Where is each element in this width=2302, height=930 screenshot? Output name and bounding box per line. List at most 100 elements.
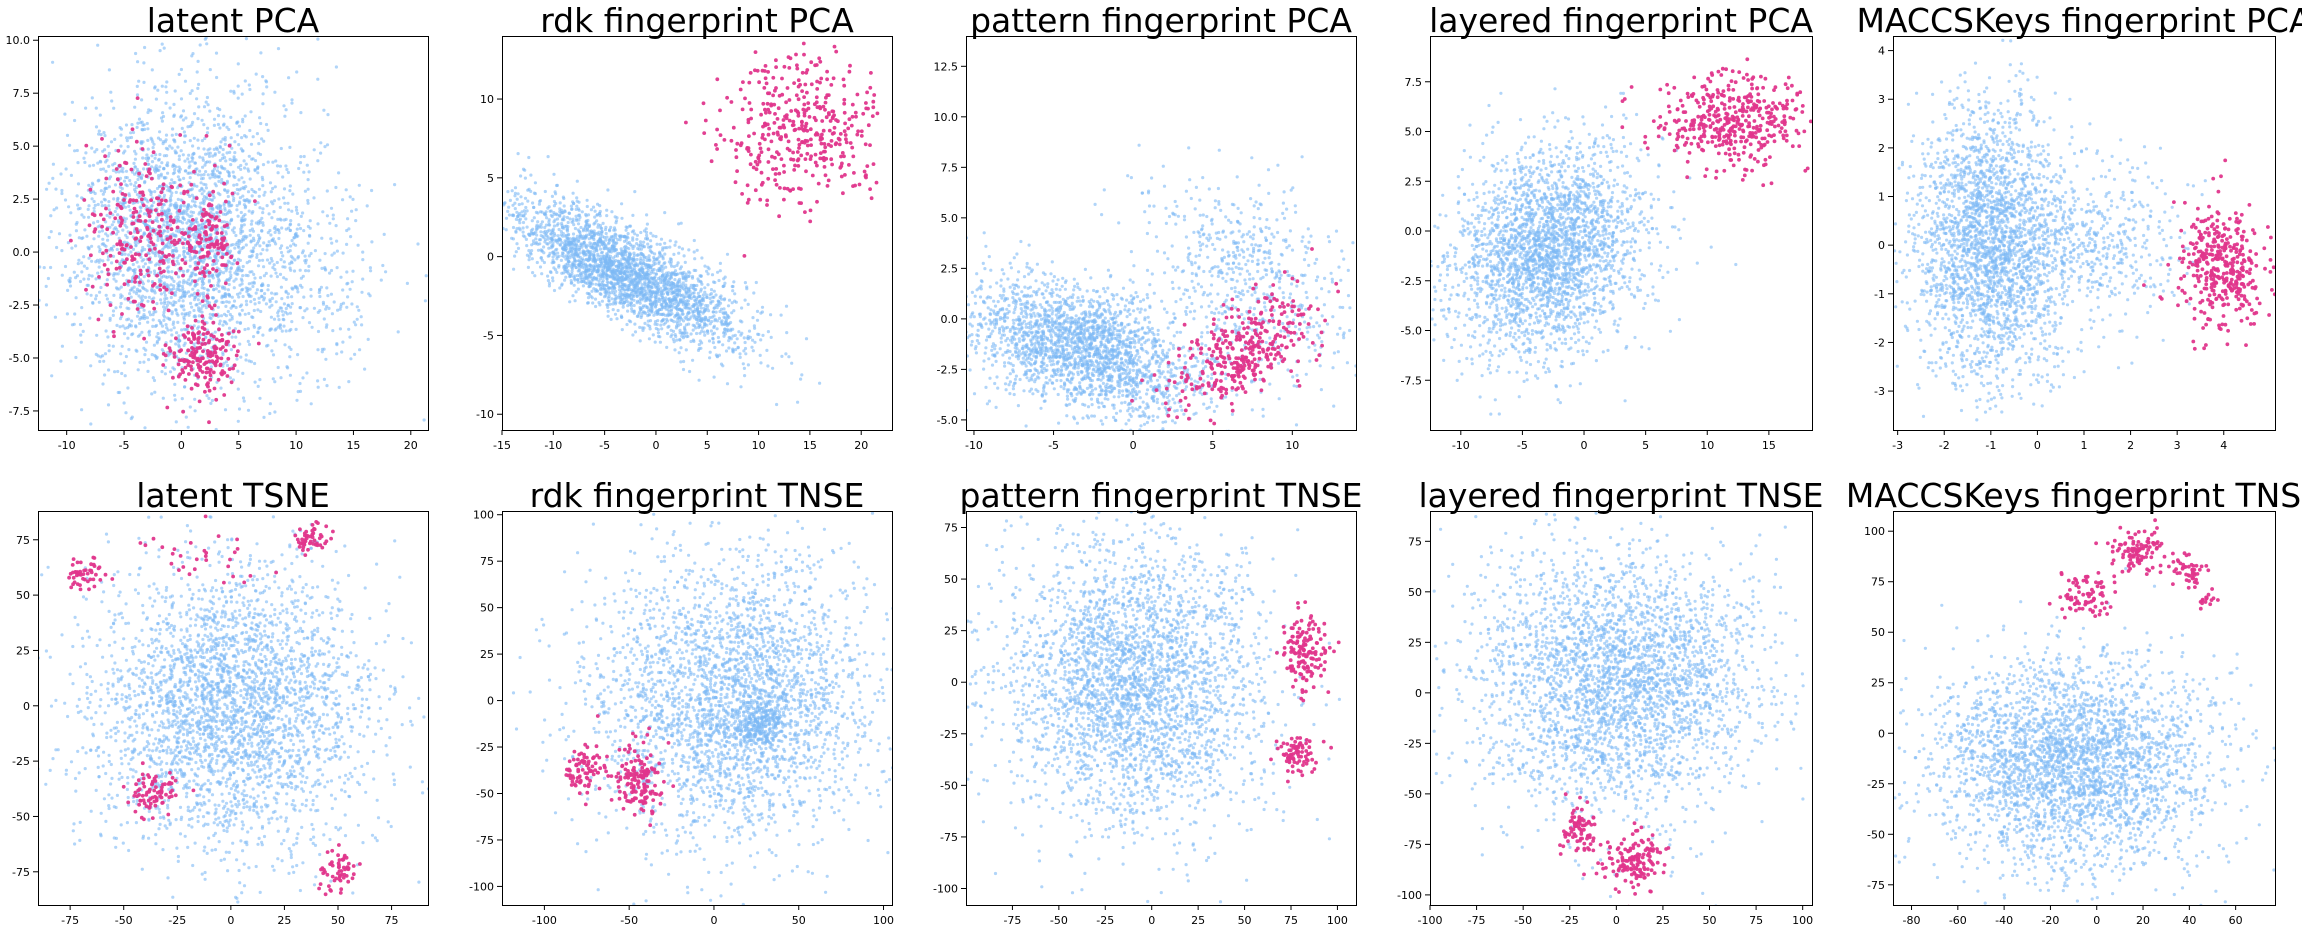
point-background xyxy=(225,125,229,129)
point-background xyxy=(316,379,320,383)
point-background xyxy=(301,316,305,320)
point-background xyxy=(635,233,640,237)
point-background xyxy=(230,295,234,299)
point-background xyxy=(197,314,201,318)
point-background xyxy=(759,338,763,342)
point-background xyxy=(117,170,121,174)
point-background xyxy=(213,330,217,334)
point-background xyxy=(133,157,137,161)
point-background xyxy=(270,238,274,242)
point-background xyxy=(324,268,328,272)
point-background xyxy=(661,296,665,300)
point-highlight xyxy=(214,337,219,342)
point-background xyxy=(247,209,251,213)
point-background xyxy=(208,68,212,72)
point-background xyxy=(117,220,121,224)
point-background xyxy=(249,294,253,298)
point-background xyxy=(210,239,215,243)
point-highlight xyxy=(200,314,205,318)
point-background xyxy=(186,203,190,207)
point-background xyxy=(236,62,240,66)
point-background xyxy=(236,214,240,218)
point-background xyxy=(282,302,286,306)
point-background xyxy=(213,175,217,179)
point-background xyxy=(672,252,676,256)
point-highlight xyxy=(202,266,207,271)
point-background xyxy=(219,140,223,144)
point-highlight xyxy=(214,215,219,220)
point-background xyxy=(305,307,309,311)
y-tick-label: 7.5 xyxy=(13,87,31,100)
point-background xyxy=(155,341,159,345)
point-background xyxy=(95,333,99,337)
point-highlight xyxy=(186,241,190,246)
point-background xyxy=(270,296,274,300)
point-background xyxy=(163,297,167,301)
point-background xyxy=(158,49,162,53)
point-background xyxy=(331,217,335,221)
point-background xyxy=(186,207,190,211)
point-background xyxy=(250,187,254,192)
point-background xyxy=(95,148,99,152)
point-background xyxy=(113,183,118,187)
point-highlight xyxy=(214,268,219,273)
point-background xyxy=(243,206,247,210)
point-background xyxy=(177,154,181,158)
point-background xyxy=(520,210,524,214)
point-highlight xyxy=(118,204,123,209)
point-background xyxy=(432,138,435,141)
point-highlight xyxy=(212,303,217,308)
point-background xyxy=(606,305,610,309)
point-background xyxy=(197,212,201,216)
point-background xyxy=(114,232,119,236)
point-background xyxy=(196,326,200,330)
point-background xyxy=(246,327,250,331)
point-highlight xyxy=(177,208,182,213)
point-background xyxy=(244,236,248,240)
point-background xyxy=(637,247,641,251)
point-background xyxy=(69,173,73,177)
point-background xyxy=(677,351,681,355)
point-background xyxy=(224,269,228,273)
point-background xyxy=(232,91,236,95)
point-background xyxy=(151,324,155,328)
point-background xyxy=(35,108,38,111)
point-background xyxy=(623,288,627,292)
point-background xyxy=(254,221,258,225)
point-background xyxy=(227,282,231,287)
point-background xyxy=(562,271,566,275)
point-background xyxy=(182,130,186,134)
point-background xyxy=(230,146,234,150)
point-background xyxy=(713,280,717,285)
point-background xyxy=(633,190,637,194)
point-background xyxy=(579,225,583,230)
point-background xyxy=(259,121,263,126)
point-background xyxy=(195,70,199,74)
point-background xyxy=(215,75,219,80)
point-background xyxy=(338,327,342,331)
point-background xyxy=(139,209,143,213)
point-background xyxy=(649,231,653,235)
point-background xyxy=(89,364,93,368)
point-background xyxy=(238,196,242,200)
point-background xyxy=(279,250,284,255)
point-background xyxy=(184,351,188,355)
point-background xyxy=(237,143,241,147)
point-background xyxy=(646,242,650,246)
point-background xyxy=(184,116,188,120)
point-highlight xyxy=(210,242,215,247)
point-background xyxy=(124,169,129,173)
point-background xyxy=(255,253,259,257)
point-background xyxy=(84,106,88,110)
point-background xyxy=(684,348,688,352)
point-background xyxy=(482,213,485,216)
point-background xyxy=(209,365,213,369)
point-background xyxy=(193,284,197,288)
point-background xyxy=(248,270,252,274)
point-background xyxy=(46,276,51,281)
point-background xyxy=(200,192,204,196)
point-background xyxy=(223,167,227,171)
point-background xyxy=(608,237,613,241)
point-background xyxy=(659,237,664,241)
point-background xyxy=(164,138,168,142)
